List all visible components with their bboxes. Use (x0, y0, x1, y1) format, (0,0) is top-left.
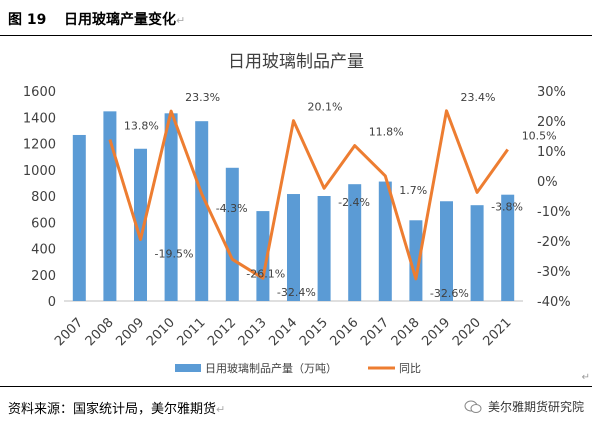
y-right-tick-label: -20% (537, 235, 571, 250)
data-labels: 13.8% -19.5% 23.3% -4.3% -26.1% -32.4% 20.1% -2… (124, 91, 557, 300)
brand-watermark: 美尔雅期货研究院 (464, 398, 584, 415)
y-left-tick-label: 200 (31, 269, 56, 284)
paragraph-mark-icon: ↵ (216, 403, 226, 416)
figure-number: 图 19 (8, 12, 47, 28)
legend-label-bar: 日用玻璃制品产量（万吨） (205, 361, 337, 375)
bar (103, 111, 117, 301)
x-tick-label: 2017 (358, 315, 392, 349)
chart-legend: 日用玻璃制品产量（万吨） 同比 (175, 361, 421, 375)
bar (134, 148, 147, 301)
data-label: 1.7% (399, 184, 427, 197)
y-right-tick-label: 10% (537, 145, 566, 160)
bar (348, 184, 362, 301)
bar (195, 121, 209, 301)
y-left-tick-label: 1600 (23, 85, 56, 100)
header-rule (0, 35, 592, 36)
bar (470, 205, 484, 301)
y-right-tick-label: -10% (537, 205, 571, 220)
wechat-icon (464, 400, 482, 413)
data-label: -3.8% (491, 200, 523, 213)
figure-header: 图 19 日用玻璃产量变化↵ (0, 0, 592, 36)
data-label: -32.4% (277, 286, 316, 299)
x-tick-label: 2014 (266, 315, 300, 349)
data-label: -19.5% (155, 248, 194, 261)
y-left-tick-label: 1200 (23, 138, 56, 153)
figure-title-text: 日用玻璃产量变化 (64, 12, 176, 28)
data-label: 11.8% (369, 126, 404, 139)
legend-label-line: 同比 (399, 362, 421, 375)
x-tick-label: 2015 (297, 315, 331, 349)
x-tick-label: 2016 (328, 315, 362, 349)
bar (256, 211, 270, 301)
data-label: -26.1% (246, 267, 285, 280)
y-left-tick-label: 800 (31, 190, 56, 205)
y-right-tick-label: 20% (537, 115, 566, 130)
bar (378, 181, 392, 301)
y-left-tick-label: 600 (31, 216, 56, 231)
brand-text: 美尔雅期货研究院 (487, 400, 584, 414)
y-left-tick-label: 1000 (23, 164, 56, 179)
data-label: -4.3% (216, 202, 248, 215)
x-tick-label: 2008 (83, 315, 117, 349)
bar-series (72, 111, 515, 301)
data-label: 23.3% (185, 91, 220, 104)
bar (164, 113, 178, 301)
y-left-tick-label: 0 (48, 295, 56, 310)
x-tick-label: 2020 (450, 315, 484, 349)
y-right-tick-label: -40% (537, 295, 571, 310)
bar (72, 134, 86, 301)
x-tick-label: 2010 (144, 315, 178, 349)
bar (440, 201, 453, 301)
x-tick-label: 2021 (481, 315, 515, 349)
x-tick-label: 2013 (236, 315, 270, 349)
data-label: -2.4% (338, 196, 370, 209)
bar (317, 196, 331, 301)
source-text: 资料来源：国家统计局，美尔雅期货 (8, 402, 217, 417)
data-label: 10.5% (522, 130, 557, 143)
figure-footer: 资料来源：国家统计局，美尔雅期货↵ 美尔雅期货研究院 (0, 386, 592, 429)
source-note: 资料来源：国家统计局，美尔雅期货↵ (8, 398, 225, 417)
scroll-arrow-icon: ↵ (581, 372, 590, 383)
chart-title: 日用玻璃制品产量 (228, 52, 364, 72)
x-tick-label: 2011 (175, 315, 209, 349)
bar (409, 220, 423, 301)
y-right-tick-label: 0% (537, 175, 558, 190)
line-series (108, 109, 509, 281)
y-left-tick-label: 400 (31, 243, 56, 258)
paragraph-mark-icon: ↵ (176, 14, 186, 27)
data-label: -32.6% (430, 287, 469, 300)
x-tick-label: 2019 (419, 315, 453, 349)
x-tick-label: 2012 (205, 315, 239, 349)
figure-title: 日用玻璃产量变化↵ (64, 9, 185, 29)
data-label: 13.8% (124, 120, 159, 133)
bar (501, 194, 515, 301)
bar (287, 194, 300, 301)
x-tick-label: 2007 (52, 315, 86, 349)
x-tick-label: 2018 (389, 315, 423, 349)
y-left-tick-label: 1400 (23, 111, 56, 126)
chart: 日用玻璃制品产量 0 200 400 600 800 1000 1200 1400 1600 -4… (23, 52, 571, 375)
y-right-tick-label: -30% (537, 265, 571, 280)
data-label: 20.1% (308, 101, 343, 114)
legend-swatch-bar (175, 364, 201, 372)
yoy-line (108, 109, 509, 281)
x-tick-label: 2009 (113, 315, 147, 349)
data-label: 23.4% (461, 91, 496, 104)
footer-rule (0, 386, 592, 387)
y-right-tick-label: 30% (537, 85, 566, 100)
bar (225, 167, 239, 301)
